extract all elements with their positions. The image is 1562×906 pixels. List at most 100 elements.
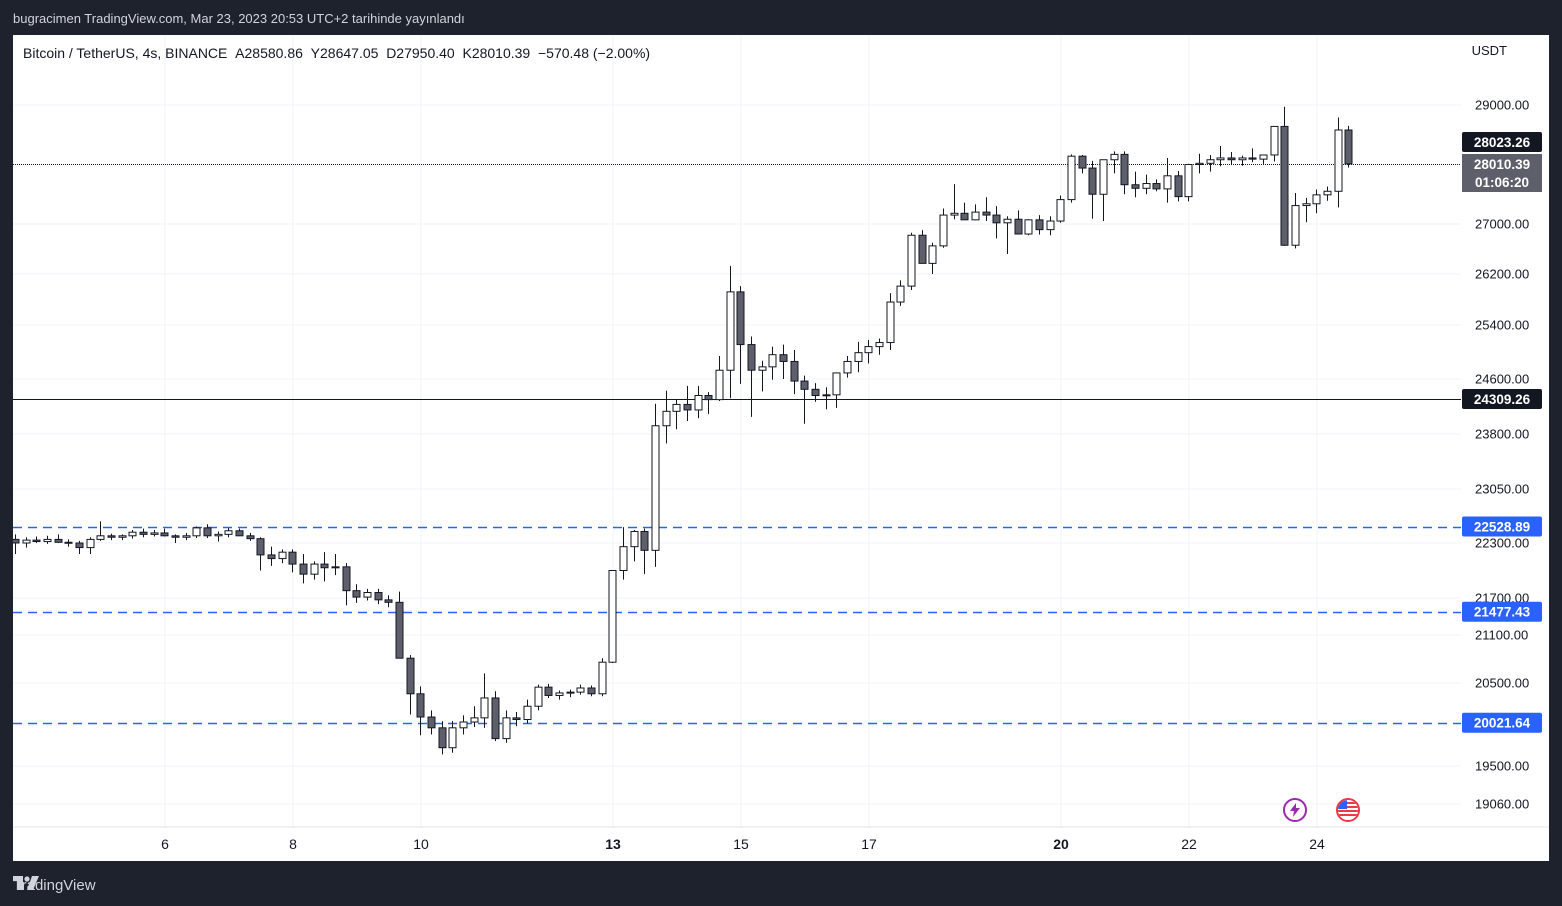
candle-body <box>480 697 489 719</box>
candle-body <box>331 566 340 569</box>
candle <box>790 349 799 395</box>
candle-body <box>672 403 681 412</box>
candle-body <box>118 535 127 538</box>
candle <box>214 531 223 542</box>
candle <box>950 184 959 220</box>
candle <box>363 588 372 601</box>
lightning-icon[interactable] <box>1283 798 1307 822</box>
candle-body <box>1078 155 1087 169</box>
candle-body <box>982 211 991 216</box>
candle-body <box>1163 175 1172 190</box>
candle-body <box>86 538 95 549</box>
candle <box>960 202 969 221</box>
candle-body <box>598 661 607 695</box>
candle-body <box>832 372 841 396</box>
candle-body <box>1227 157 1236 161</box>
candle-body <box>363 592 372 598</box>
price-tick-label: 27000.00 <box>1475 217 1529 232</box>
candle-body <box>715 369 724 401</box>
candle-body <box>1120 153 1129 186</box>
candlestick-chart[interactable]: 29000.00 27000.00 26200.00 25400.00 24600.00… <box>13 35 1549 861</box>
candle <box>982 197 991 222</box>
candle-body <box>1344 129 1353 165</box>
candle <box>288 549 297 573</box>
candle <box>1003 216 1012 254</box>
candle-body <box>694 395 703 411</box>
candle <box>1110 151 1119 174</box>
candle-body <box>576 687 585 693</box>
candle-body <box>406 657 415 695</box>
candle-body <box>32 539 41 543</box>
candle <box>203 524 212 538</box>
candle-body <box>608 570 617 663</box>
candle-body <box>1174 175 1183 198</box>
candle-body <box>448 727 457 749</box>
candle <box>864 339 873 364</box>
candle <box>171 534 180 543</box>
candle <box>875 338 884 355</box>
candle-body <box>1024 219 1033 235</box>
candle <box>1344 125 1353 168</box>
candle-body <box>246 535 255 540</box>
chart-panel[interactable]: 29000.00 27000.00 26200.00 25400.00 24600.00… <box>13 35 1549 861</box>
candle-body <box>43 538 52 543</box>
candle-body <box>171 535 180 538</box>
candle <box>1056 195 1065 223</box>
candle <box>267 546 276 566</box>
candle <box>331 554 340 576</box>
candle <box>160 528 169 537</box>
candle <box>555 690 564 700</box>
price-label-box <box>1462 172 1542 192</box>
candle-body <box>758 366 767 371</box>
candle-body <box>534 686 543 707</box>
candle <box>235 528 244 537</box>
candle-body <box>128 531 137 537</box>
candle <box>1163 157 1172 203</box>
candle-body <box>13 538 20 544</box>
candle-body <box>267 554 276 560</box>
price-tick-label: 23050.00 <box>1475 482 1529 497</box>
price-label-box <box>1462 132 1542 152</box>
candle <box>427 710 436 735</box>
candle-body <box>288 551 297 565</box>
candle-body <box>1184 164 1193 198</box>
candle <box>512 712 521 727</box>
time-tick-label: 8 <box>289 836 297 852</box>
candle-body <box>822 394 831 397</box>
candle <box>395 591 404 659</box>
us-flag-icon[interactable] <box>1336 798 1360 822</box>
candle-body <box>918 234 927 264</box>
candle <box>22 537 31 548</box>
legend-symbol[interactable]: Bitcoin / TetherUS, 4s, BINANCE <box>23 45 228 61</box>
candle <box>1131 171 1140 198</box>
candle <box>672 398 681 430</box>
candle-body <box>342 566 351 592</box>
candle-body <box>1216 157 1225 161</box>
candle <box>352 584 361 603</box>
candle-body <box>512 717 521 721</box>
candle-body <box>704 395 713 401</box>
candle-body <box>800 380 809 390</box>
candle <box>1142 174 1151 195</box>
chart-caption: bugracimen TradingView.com, Mar 23, 2023… <box>13 11 465 26</box>
price-tick-label: 22300.00 <box>1475 536 1529 551</box>
candle <box>822 387 831 410</box>
candle-body <box>1110 153 1119 161</box>
candle <box>139 528 148 538</box>
candle-body <box>310 563 319 575</box>
candle-body <box>75 542 84 549</box>
candle-body <box>768 354 777 368</box>
candle-body <box>64 541 73 544</box>
candle-body <box>22 539 31 544</box>
candle <box>1227 152 1236 166</box>
candle <box>896 280 905 306</box>
candle <box>32 536 41 543</box>
price-axis: 29000.00 27000.00 26200.00 25400.00 24600.00… <box>1475 98 1529 812</box>
price-tick-label: 26200.00 <box>1475 267 1529 282</box>
candle-body <box>1195 162 1204 165</box>
candle <box>726 265 735 399</box>
candle <box>758 360 767 392</box>
candle-body <box>139 531 148 535</box>
candle-body <box>1014 218 1023 235</box>
candle <box>630 530 639 562</box>
